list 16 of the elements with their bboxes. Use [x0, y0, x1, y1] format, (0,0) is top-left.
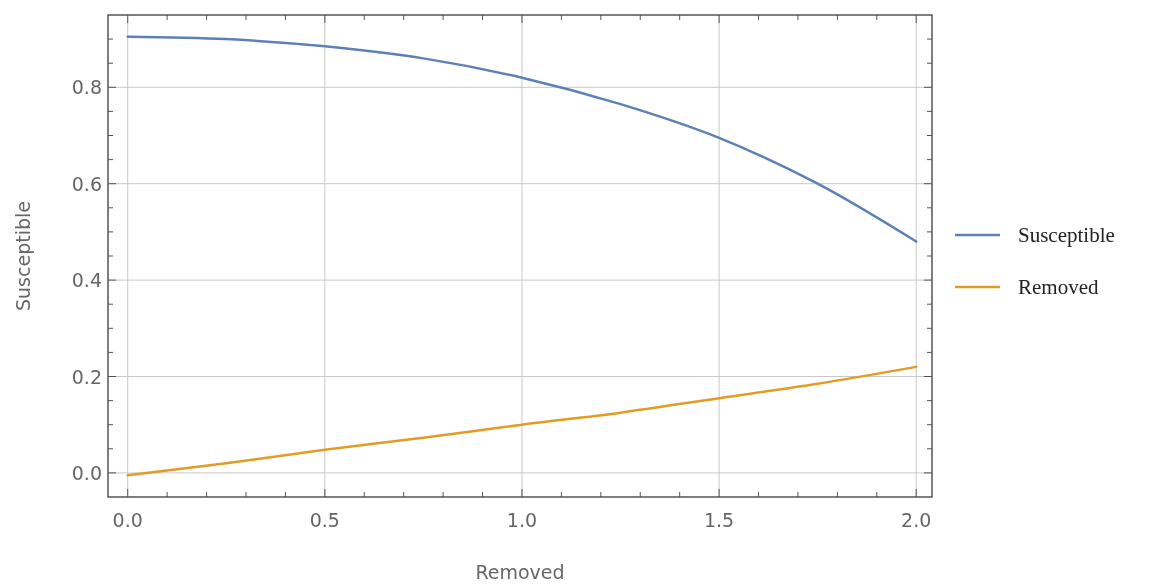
- legend-label: Removed: [1018, 275, 1099, 299]
- y-tick-label: 0.4: [71, 269, 102, 292]
- line-series: [126, 365, 918, 477]
- y-tick-label: 0.6: [71, 172, 102, 195]
- y-tick-label: 0.0: [71, 461, 102, 484]
- legend-label: Susceptible: [1018, 223, 1115, 247]
- x-tick-label: 1.5: [703, 509, 735, 531]
- y-axis-title: Susceptible: [12, 201, 34, 311]
- y-tick-label: 0.2: [71, 365, 102, 388]
- line-series: [126, 35, 918, 243]
- x-tick-label: 2.0: [901, 509, 932, 531]
- x-tick-label: 0.0: [112, 509, 143, 531]
- x-tick-label: 0.5: [309, 509, 340, 531]
- x-tick-label: 1.0: [506, 509, 538, 531]
- x-axis-title: Removed: [475, 561, 565, 583]
- y-tick-label: 0.8: [71, 76, 102, 99]
